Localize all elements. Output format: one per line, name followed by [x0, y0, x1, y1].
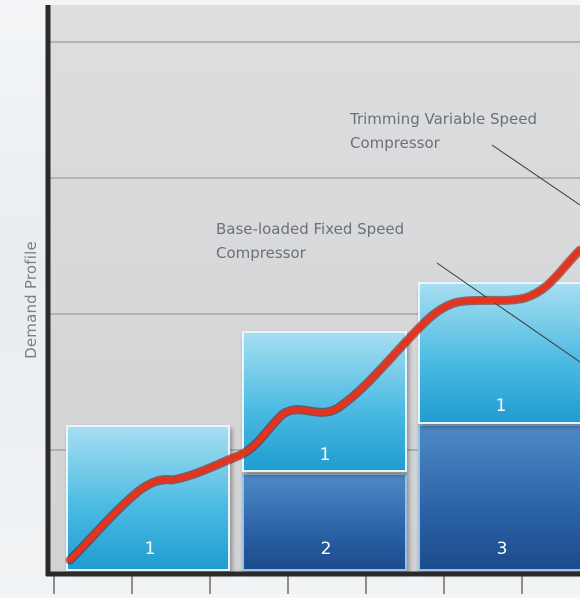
callout-variable-speed-line1: Trimming Variable Speed	[350, 110, 538, 128]
x-axis-ticks	[53, 576, 523, 594]
callout-fixed-speed-line2: Compressor	[216, 244, 306, 262]
leader-line-variable-speed	[491, 144, 580, 206]
leader-line-fixed-speed	[436, 262, 580, 363]
block-label-stage2-variable: 2	[321, 539, 332, 559]
y-axis-label: Demand Profile	[22, 241, 40, 359]
callout-fixed-speed: Base-loaded Fixed Speed Compressor	[216, 217, 404, 265]
block-label-stage3-fixed: 1	[496, 396, 507, 416]
block-label-stage2-fixed: 1	[320, 445, 331, 465]
callout-variable-speed-line2: Compressor	[350, 134, 440, 152]
block-stage1-fixed	[66, 425, 230, 571]
axes	[45, 5, 580, 577]
callout-variable-speed: Trimming Variable Speed Compressor	[350, 107, 537, 155]
block-stage2-variable	[242, 473, 407, 571]
compressor-blocks	[66, 282, 580, 571]
callout-fixed-speed-line1: Base-loaded Fixed Speed	[216, 220, 405, 238]
block-label-stage3-variable: 3	[497, 539, 508, 559]
block-stage2-fixed	[242, 331, 407, 472]
block-stage3-variable	[418, 424, 580, 571]
demand-curve	[65, 245, 580, 565]
block-label-stage1-fixed: 1	[145, 539, 156, 559]
